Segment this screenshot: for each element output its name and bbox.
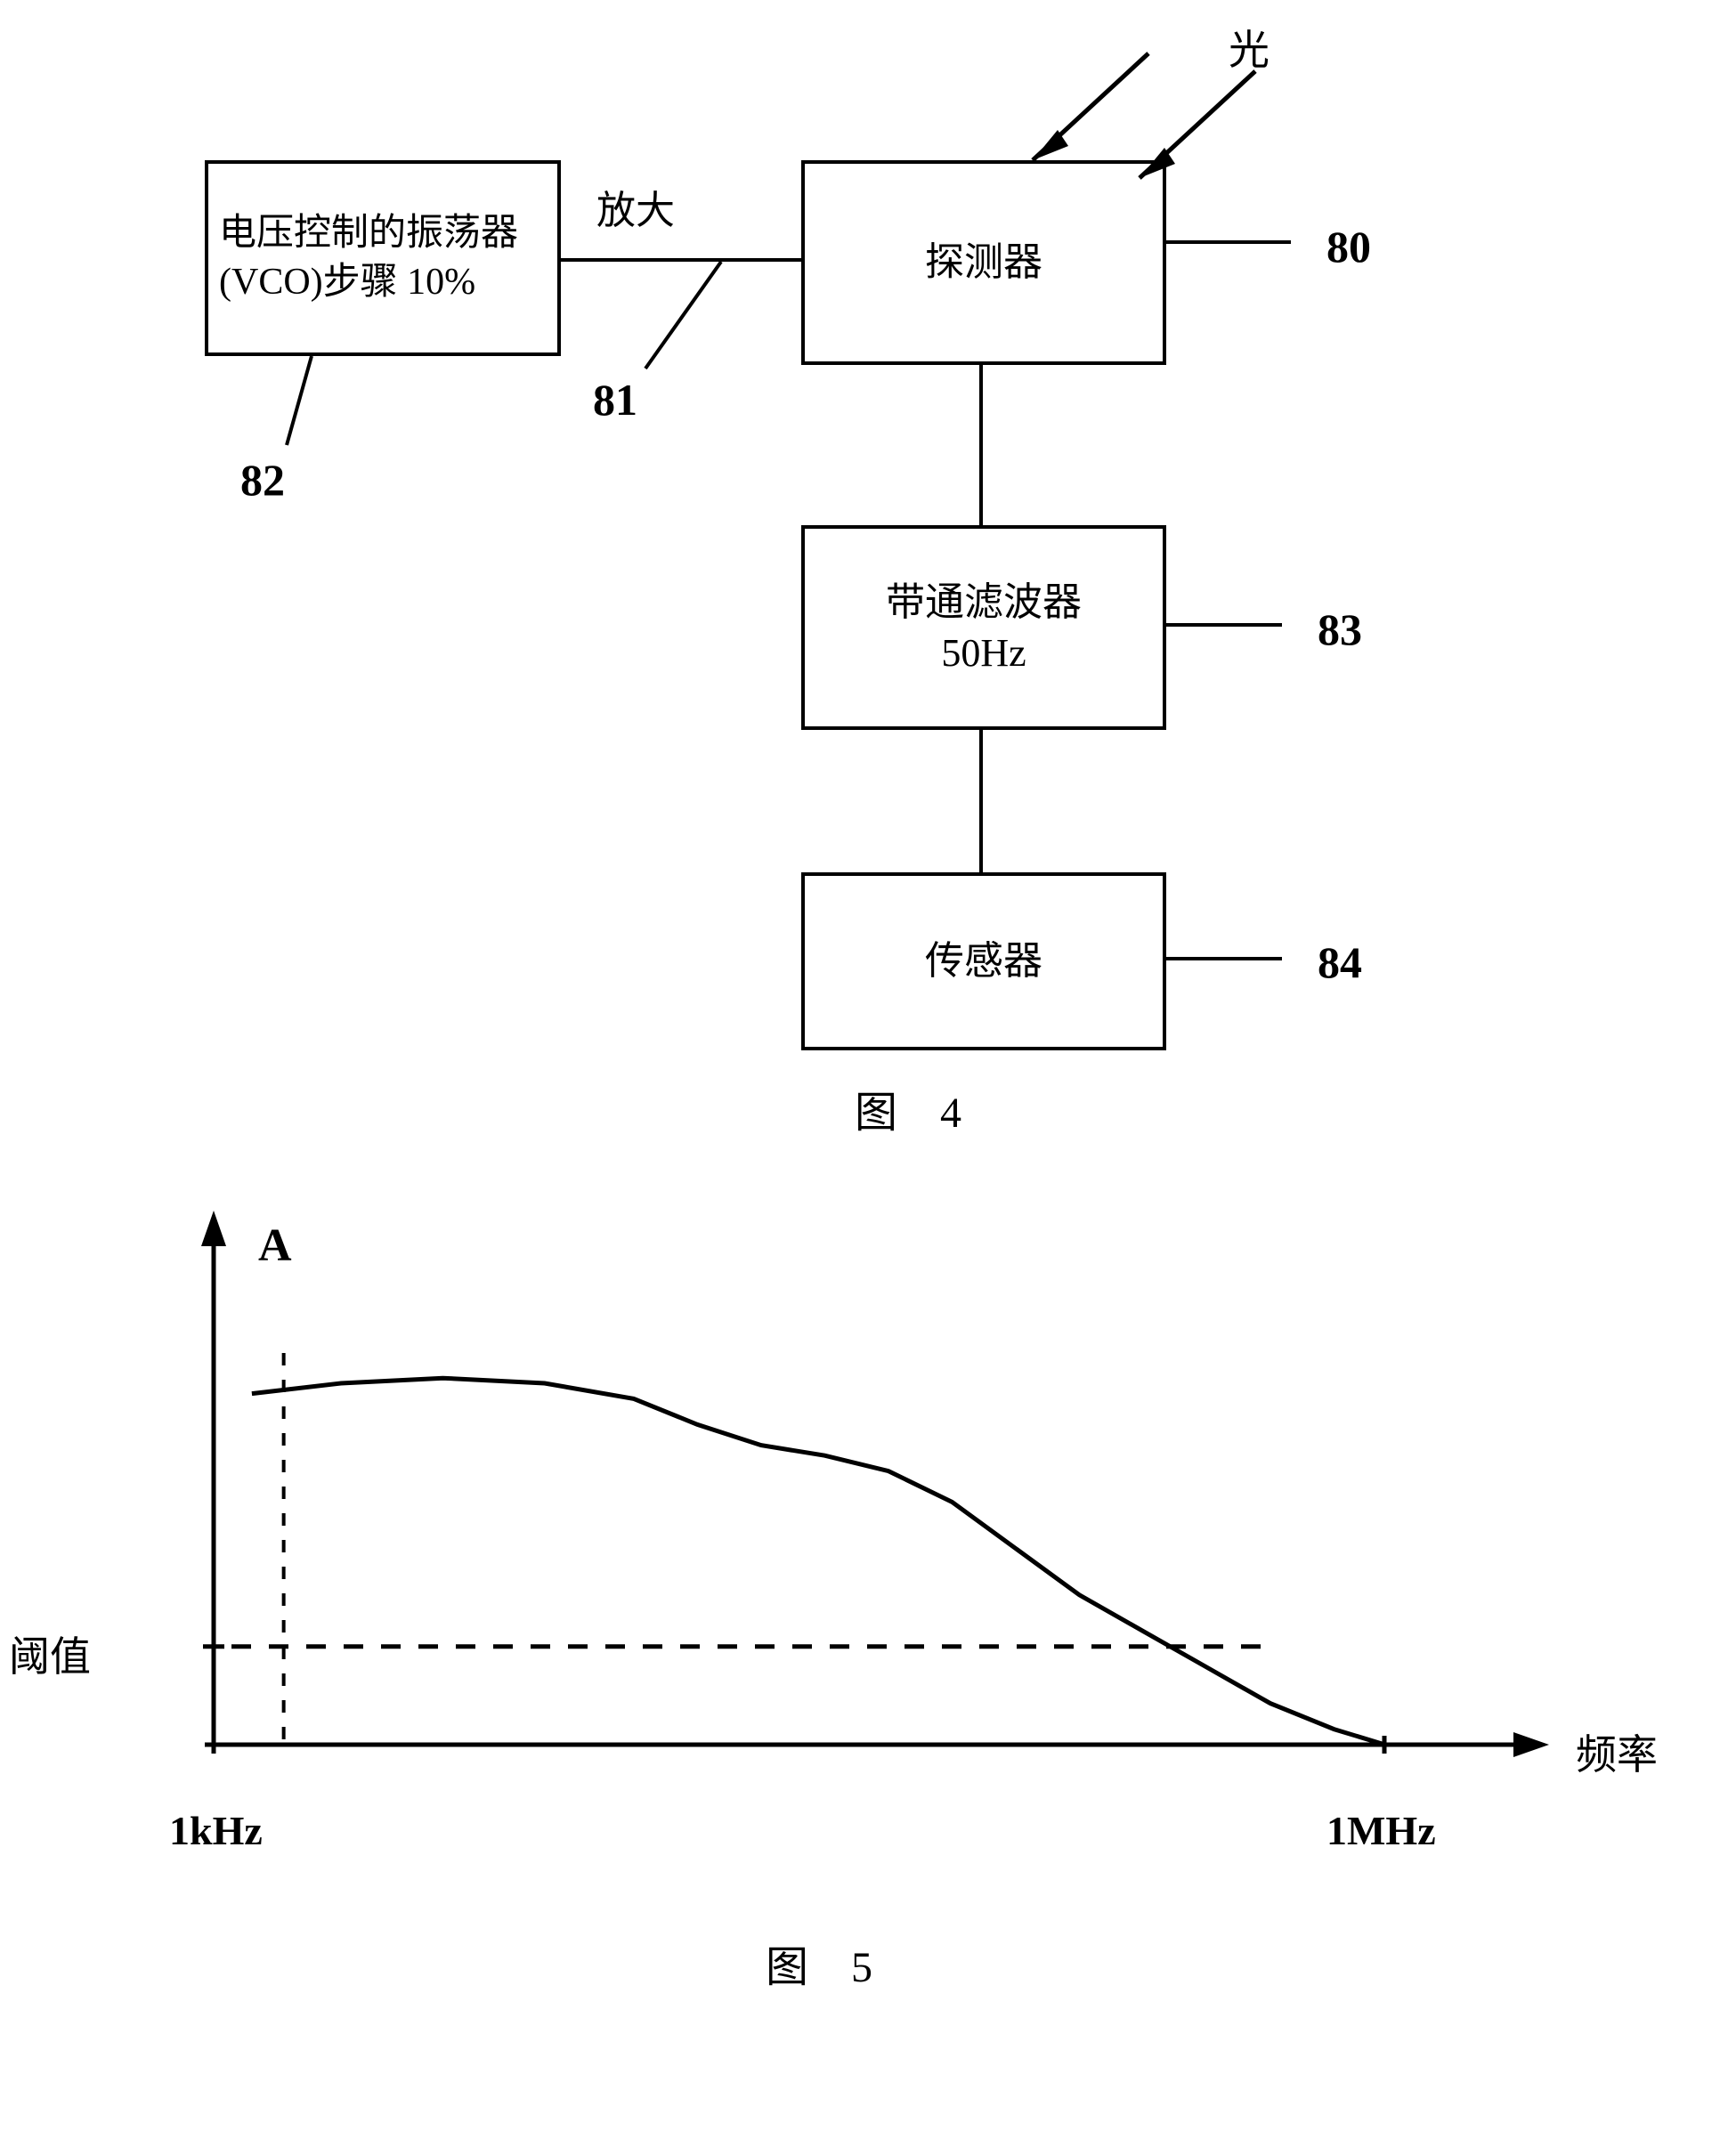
fig5-threshold-label: 阈值 xyxy=(9,1624,91,1683)
fig5-caption: 图 5 xyxy=(766,1932,872,1994)
fig5-xtick-start: 1kHz xyxy=(169,1807,263,1854)
fig5-x-label: 频率 xyxy=(1576,1722,1658,1781)
fig5-xtick-end: 1MHz xyxy=(1326,1807,1436,1854)
fig5-y-label: A xyxy=(258,1219,292,1272)
